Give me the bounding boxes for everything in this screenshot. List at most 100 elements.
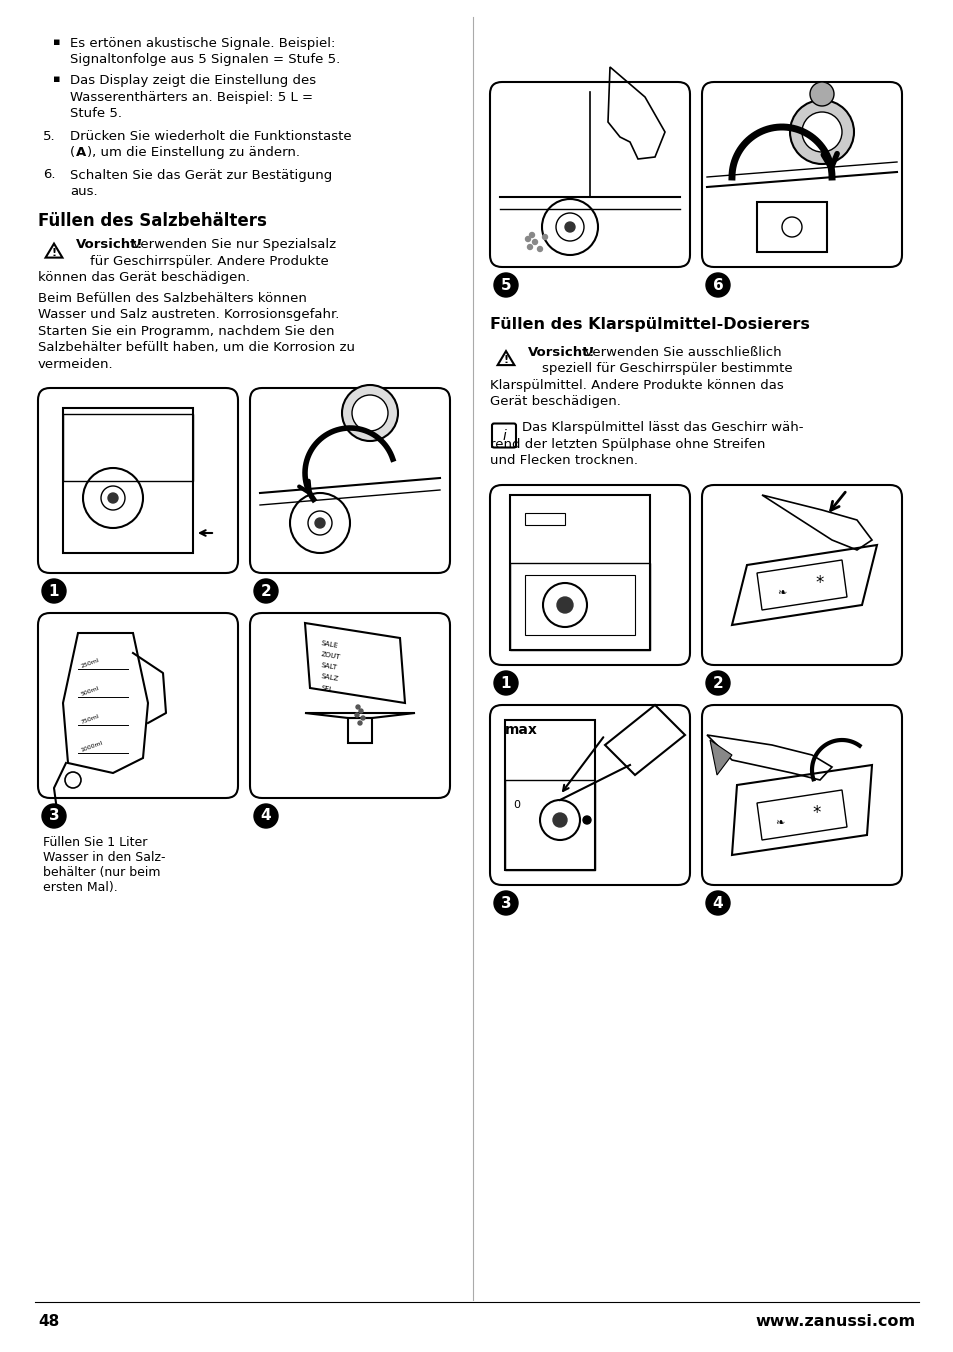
Circle shape <box>705 273 729 297</box>
Bar <box>524 512 564 525</box>
Text: SALZ: SALZ <box>319 673 338 681</box>
FancyBboxPatch shape <box>250 612 450 798</box>
Text: Wasser in den Salz-: Wasser in den Salz- <box>43 850 165 864</box>
Bar <box>510 495 649 650</box>
FancyBboxPatch shape <box>492 423 516 448</box>
Circle shape <box>582 817 590 823</box>
Text: Salzbehälter befüllt haben, um die Korrosion zu: Salzbehälter befüllt haben, um die Korro… <box>38 341 355 354</box>
Circle shape <box>314 518 325 529</box>
Text: 4: 4 <box>260 808 271 823</box>
Text: !: ! <box>503 356 508 365</box>
Text: 250ml: 250ml <box>80 657 100 669</box>
Circle shape <box>809 82 833 105</box>
Bar <box>348 718 372 744</box>
Text: ❧: ❧ <box>775 818 784 827</box>
Circle shape <box>529 233 534 238</box>
Text: SALE: SALE <box>319 639 338 649</box>
Circle shape <box>557 598 573 612</box>
Circle shape <box>789 100 853 164</box>
FancyBboxPatch shape <box>38 612 237 798</box>
Text: (: ( <box>70 146 75 160</box>
Text: Verwenden Sie nur Spezialsalz: Verwenden Sie nur Spezialsalz <box>128 238 335 251</box>
Bar <box>757 201 826 251</box>
Circle shape <box>360 717 365 721</box>
Text: und Flecken trocknen.: und Flecken trocknen. <box>490 454 638 468</box>
Circle shape <box>42 804 66 827</box>
Text: Vorsicht!: Vorsicht! <box>76 238 143 251</box>
FancyBboxPatch shape <box>490 485 689 665</box>
Text: 2: 2 <box>260 584 271 599</box>
Text: Stufe 5.: Stufe 5. <box>70 107 122 120</box>
Circle shape <box>532 239 537 245</box>
Text: ▪: ▪ <box>53 74 60 84</box>
Text: i: i <box>501 429 505 442</box>
Circle shape <box>42 579 66 603</box>
Text: 4: 4 <box>712 895 722 910</box>
Bar <box>510 562 649 650</box>
Circle shape <box>355 713 358 717</box>
Circle shape <box>253 579 277 603</box>
Text: Das Display zeigt die Einstellung des: Das Display zeigt die Einstellung des <box>70 74 315 87</box>
Circle shape <box>355 704 359 708</box>
Text: Schalten Sie das Gerät zur Bestätigung: Schalten Sie das Gerät zur Bestätigung <box>70 169 332 181</box>
Text: Vorsicht!: Vorsicht! <box>527 346 595 358</box>
FancyBboxPatch shape <box>490 704 689 886</box>
Text: Gerät beschädigen.: Gerät beschädigen. <box>490 395 620 408</box>
Bar <box>504 780 595 869</box>
Text: 1: 1 <box>49 584 59 599</box>
Text: 5.: 5. <box>43 130 55 142</box>
Polygon shape <box>709 740 731 775</box>
Text: 750ml: 750ml <box>80 714 100 725</box>
Text: 3: 3 <box>500 895 511 910</box>
Text: ersten Mal).: ersten Mal). <box>43 882 117 894</box>
Text: max: max <box>504 723 537 737</box>
Text: 6: 6 <box>712 277 722 292</box>
Circle shape <box>341 385 397 441</box>
Text: 1: 1 <box>500 676 511 691</box>
Text: Starten Sie ein Programm, nachdem Sie den: Starten Sie ein Programm, nachdem Sie de… <box>38 324 335 338</box>
Text: Verwenden Sie ausschließlich: Verwenden Sie ausschließlich <box>579 346 781 358</box>
Text: 5: 5 <box>500 277 511 292</box>
Text: 3: 3 <box>49 808 59 823</box>
Text: 500ml: 500ml <box>80 685 100 698</box>
Text: behälter (nur beim: behälter (nur beim <box>43 867 160 879</box>
Text: SALT: SALT <box>319 662 336 671</box>
Circle shape <box>705 891 729 915</box>
Text: 2: 2 <box>712 676 722 691</box>
FancyBboxPatch shape <box>701 82 901 266</box>
Circle shape <box>494 891 517 915</box>
Text: *: * <box>815 575 823 592</box>
Circle shape <box>525 237 530 242</box>
Circle shape <box>705 671 729 695</box>
Text: Füllen Sie 1 Liter: Füllen Sie 1 Liter <box>43 836 147 849</box>
Circle shape <box>357 721 361 725</box>
Text: Beim Befüllen des Salzbehälters können: Beim Befüllen des Salzbehälters können <box>38 292 307 304</box>
Circle shape <box>564 222 575 233</box>
Text: speziell für Geschirrspüler bestimmte: speziell für Geschirrspüler bestimmte <box>541 362 792 375</box>
Text: rend der letzten Spülphase ohne Streifen: rend der letzten Spülphase ohne Streifen <box>490 438 764 452</box>
Text: A: A <box>76 146 86 160</box>
Text: Füllen des Salzbehälters: Füllen des Salzbehälters <box>38 211 267 230</box>
Text: ▪: ▪ <box>53 37 60 47</box>
FancyBboxPatch shape <box>701 485 901 665</box>
Text: für Geschirrspüler. Andere Produkte: für Geschirrspüler. Andere Produkte <box>90 254 329 268</box>
Text: Klarspülmittel. Andere Produkte können das: Klarspülmittel. Andere Produkte können d… <box>490 379 783 392</box>
Text: können das Gerät beschädigen.: können das Gerät beschädigen. <box>38 270 250 284</box>
Circle shape <box>553 813 566 827</box>
Bar <box>504 721 595 869</box>
Text: www.zanussi.com: www.zanussi.com <box>755 1314 915 1329</box>
Bar <box>63 408 193 553</box>
FancyBboxPatch shape <box>701 704 901 886</box>
Text: 6.: 6. <box>43 169 55 181</box>
Bar <box>524 575 635 635</box>
Text: ❧: ❧ <box>777 588 786 598</box>
Text: SEL: SEL <box>319 685 334 694</box>
Circle shape <box>801 112 841 151</box>
Circle shape <box>542 234 547 239</box>
Text: Drücken Sie wiederholt die Funktionstaste: Drücken Sie wiederholt die Funktionstast… <box>70 130 352 142</box>
Text: Das Klarspülmittel lässt das Geschirr wäh-: Das Klarspülmittel lässt das Geschirr wä… <box>521 422 802 434</box>
Circle shape <box>253 804 277 827</box>
Text: vermeiden.: vermeiden. <box>38 357 113 370</box>
Circle shape <box>494 671 517 695</box>
Text: 1000ml: 1000ml <box>80 741 104 753</box>
